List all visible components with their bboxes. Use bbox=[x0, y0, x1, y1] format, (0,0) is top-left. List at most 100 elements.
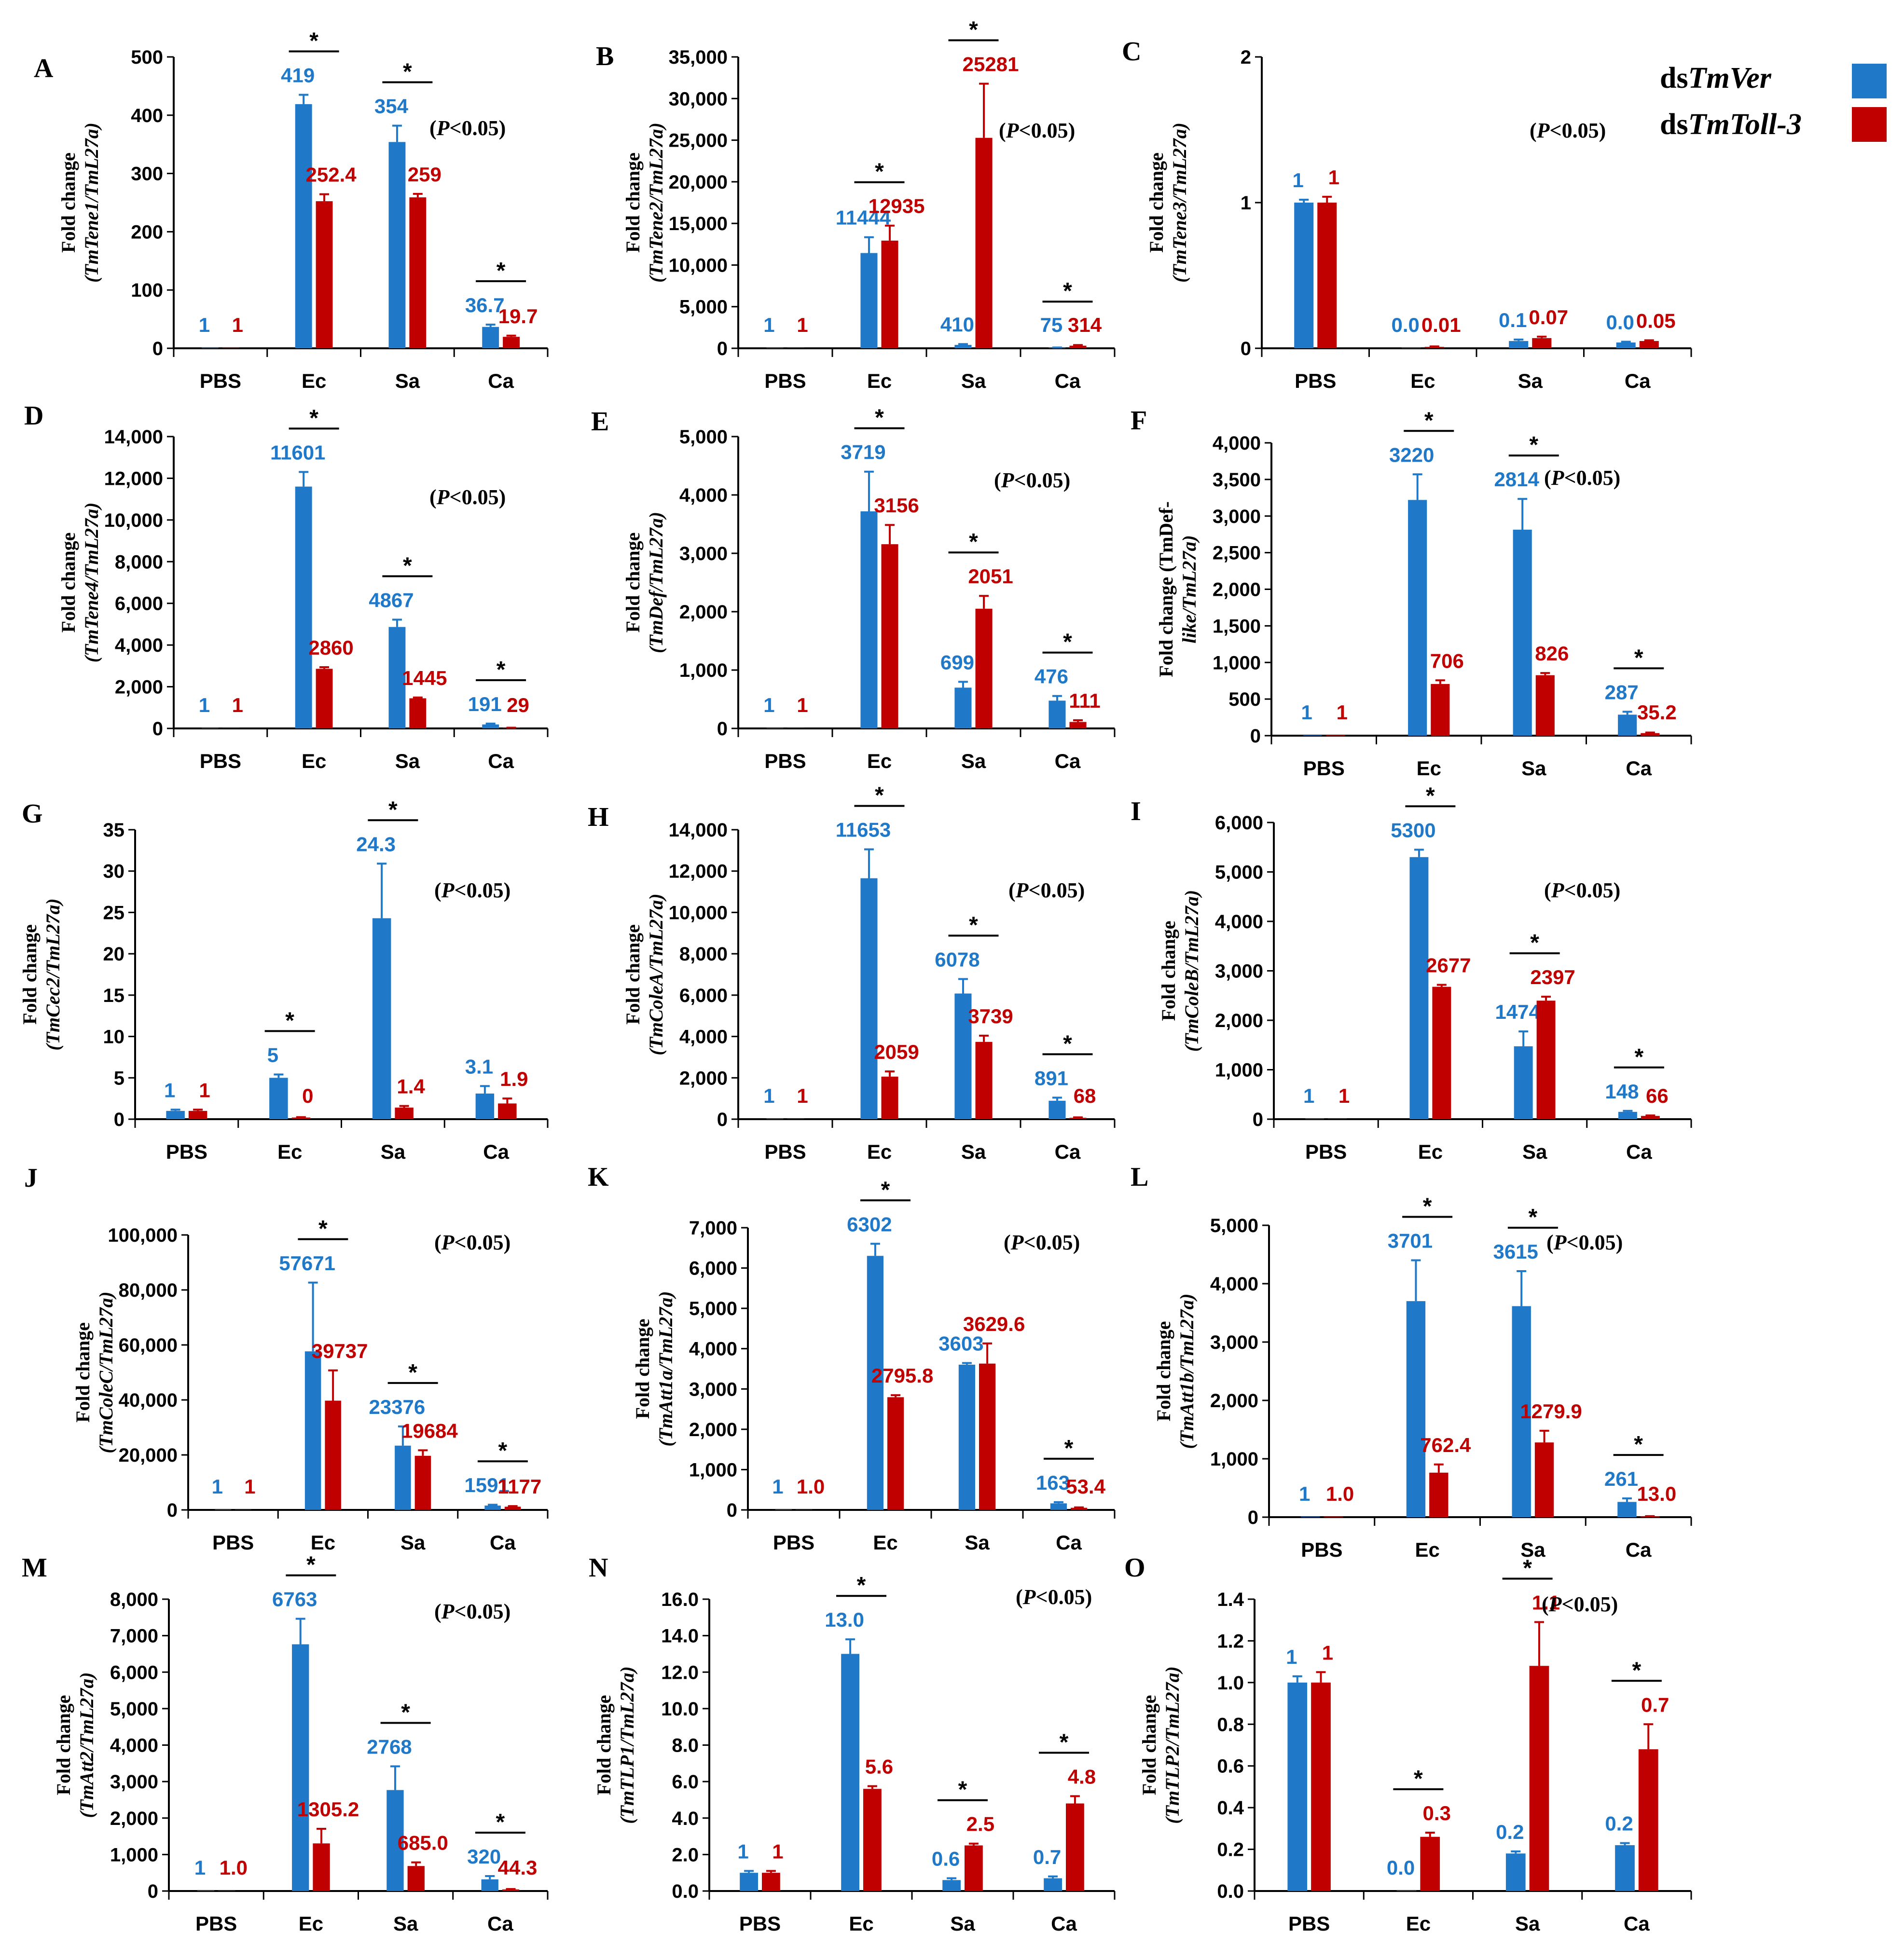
significance-star: * bbox=[388, 797, 398, 822]
bar-dstmtoll3-ca bbox=[1639, 341, 1659, 348]
data-label-dstmtoll3: 762.4 bbox=[1420, 1434, 1471, 1456]
y-tick-label: 1,000 bbox=[679, 660, 728, 681]
bar-dstmver-ec bbox=[1409, 857, 1429, 1119]
y-tick-label: 400 bbox=[131, 105, 163, 126]
data-label-dstmtoll3: 2051 bbox=[968, 565, 1013, 588]
data-label-dstmver: 11601 bbox=[270, 441, 325, 464]
y-tick-label: 8.0 bbox=[672, 1735, 699, 1756]
data-label-dstmtoll3: 19.7 bbox=[498, 305, 538, 328]
bar-dstmtoll3-ec bbox=[881, 240, 898, 348]
bar-dstmtoll3-sa bbox=[407, 1866, 425, 1891]
bar-dstmver-sa bbox=[395, 1445, 411, 1510]
y-tick-label: 1.4 bbox=[1217, 1589, 1244, 1610]
y-tick-label: 3,000 bbox=[1213, 506, 1261, 527]
bar-dstmtoll3-sa bbox=[979, 1363, 996, 1510]
significance-star: * bbox=[497, 657, 506, 683]
bar-dstmtoll3-sa bbox=[1529, 1666, 1549, 1891]
data-label-dstmver: 1 bbox=[763, 1084, 774, 1107]
p-value-annotation: (P<0.05) bbox=[1004, 1231, 1080, 1254]
p-value-annotation: (P<0.05) bbox=[1542, 1592, 1618, 1616]
data-label-dstmver: 1 bbox=[1293, 169, 1304, 192]
x-tick-label-ca: Ca bbox=[1055, 1140, 1081, 1163]
y-tick-label: 1,000 bbox=[1213, 652, 1261, 673]
significance-star: * bbox=[497, 258, 506, 284]
y-axis-label: Fold change(TmTene1/TmL27a) bbox=[57, 123, 102, 283]
y-axis-label: Fold change(TmTLP1/TmL27a) bbox=[593, 1666, 638, 1824]
data-label-dstmtoll3: 2397 bbox=[1530, 966, 1575, 988]
y-tick-label: 1.2 bbox=[1217, 1631, 1244, 1652]
y-tick-label: 2,000 bbox=[110, 1808, 158, 1829]
y-tick-label: 2,000 bbox=[689, 1419, 737, 1440]
y-tick-label: 3,000 bbox=[1210, 1332, 1258, 1353]
y-tick-label: 2,000 bbox=[679, 602, 728, 623]
p-value-annotation: (P<0.05) bbox=[1016, 1585, 1092, 1609]
x-tick-label-sa: Sa bbox=[1515, 1912, 1540, 1935]
bar-dstmtoll3-sa bbox=[975, 1042, 993, 1119]
data-label-dstmtoll3: 3156 bbox=[874, 494, 919, 517]
significance-star: * bbox=[1063, 630, 1072, 655]
significance-star: * bbox=[1634, 645, 1643, 671]
x-tick-label-pbs: PBS bbox=[1305, 1140, 1347, 1163]
y-tick-label: 100 bbox=[131, 280, 163, 301]
data-label-dstmver: 1 bbox=[164, 1079, 175, 1101]
y-tick-label: 2,000 bbox=[1210, 1390, 1258, 1412]
p-value-annotation: (P<0.05) bbox=[999, 119, 1075, 142]
y-tick-label: 4,000 bbox=[1215, 911, 1263, 932]
bar-dstmtoll3-sa bbox=[409, 698, 427, 728]
data-label-dstmtoll3: 66 bbox=[1646, 1084, 1669, 1107]
data-label-dstmver: 3701 bbox=[1388, 1229, 1433, 1252]
data-label-dstmver: 476 bbox=[1035, 665, 1068, 688]
y-tick-label: 1,000 bbox=[1215, 1060, 1263, 1081]
p-value-annotation: (P<0.05) bbox=[434, 1600, 510, 1623]
y-tick-label: 0.0 bbox=[672, 1881, 699, 1902]
y-tick-label: 7,000 bbox=[110, 1626, 158, 1647]
bar-dstmtoll3-ec bbox=[887, 1397, 904, 1510]
data-label-dstmtoll3: 1 bbox=[1338, 1084, 1350, 1107]
y-tick-label: 0 bbox=[1241, 338, 1251, 359]
data-label-dstmtoll3: 1 bbox=[199, 1079, 210, 1101]
y-tick-label: 2,000 bbox=[115, 677, 163, 698]
y-tick-label: 6,000 bbox=[115, 593, 163, 615]
y-tick-label: 0 bbox=[1253, 1109, 1263, 1130]
data-label-dstmtoll3: 1305.2 bbox=[297, 1798, 359, 1821]
data-label-dstmver: 5 bbox=[267, 1043, 278, 1066]
data-label-dstmtoll3: 12935 bbox=[869, 195, 925, 218]
data-label-dstmtoll3: 1 bbox=[1328, 166, 1339, 189]
significance-star: * bbox=[309, 405, 318, 431]
panel-letter-m: M bbox=[22, 1553, 47, 1583]
x-tick-label-pbs: PBS bbox=[1303, 757, 1345, 780]
y-tick-label: 5,000 bbox=[1210, 1215, 1258, 1236]
data-label-dstmtoll3: 0 bbox=[302, 1084, 313, 1107]
y-tick-label: 2 bbox=[1241, 47, 1251, 68]
data-label-dstmver: 13.0 bbox=[825, 1608, 864, 1631]
y-tick-label: 12,000 bbox=[104, 468, 163, 489]
y-tick-label: 0 bbox=[1248, 1507, 1258, 1528]
y-tick-label: 10,000 bbox=[669, 902, 728, 923]
bar-dstmtoll3-pbs bbox=[1317, 203, 1337, 348]
significance-star: * bbox=[309, 28, 318, 54]
bar-dstmtoll3-pbs bbox=[762, 1873, 780, 1891]
data-label-dstmtoll3: 0.3 bbox=[1423, 1802, 1451, 1824]
bar-dstmtoll3-ec bbox=[1429, 1472, 1449, 1517]
bar-dstmtoll3-sa bbox=[975, 137, 993, 348]
x-tick-label-pbs: PBS bbox=[1295, 370, 1336, 392]
y-axis-label: Fold change(TmTene4/TmL27a) bbox=[57, 503, 102, 663]
significance-star: * bbox=[1426, 783, 1435, 809]
x-tick-label-sa: Sa bbox=[1522, 1140, 1547, 1163]
y-tick-label: 10.0 bbox=[661, 1699, 699, 1720]
bar-dstmtoll3-ca bbox=[1069, 345, 1087, 348]
x-tick-label-ec: Ec bbox=[873, 1531, 897, 1554]
y-tick-label: 4,000 bbox=[115, 635, 163, 656]
x-tick-label-ec: Ec bbox=[311, 1531, 335, 1554]
bar-dstmver-ca bbox=[1044, 1878, 1062, 1891]
legend-swatch-dstmver bbox=[1852, 64, 1887, 98]
panel-letter-k: K bbox=[588, 1162, 609, 1192]
significance-star: * bbox=[1424, 408, 1434, 433]
y-axis-label: Fold change(TmDef/TmL27a) bbox=[622, 512, 667, 653]
panel-k: K 0 1,000 2,000 3,000 4,000 5,000 6,000 7,000 PBS… bbox=[588, 1162, 1116, 1554]
x-tick-label-pbs: PBS bbox=[166, 1140, 207, 1163]
x-tick-label-ca: Ca bbox=[490, 1531, 516, 1554]
data-label-dstmtoll3: 3629.6 bbox=[963, 1313, 1025, 1335]
y-tick-label: 5,000 bbox=[679, 297, 728, 318]
